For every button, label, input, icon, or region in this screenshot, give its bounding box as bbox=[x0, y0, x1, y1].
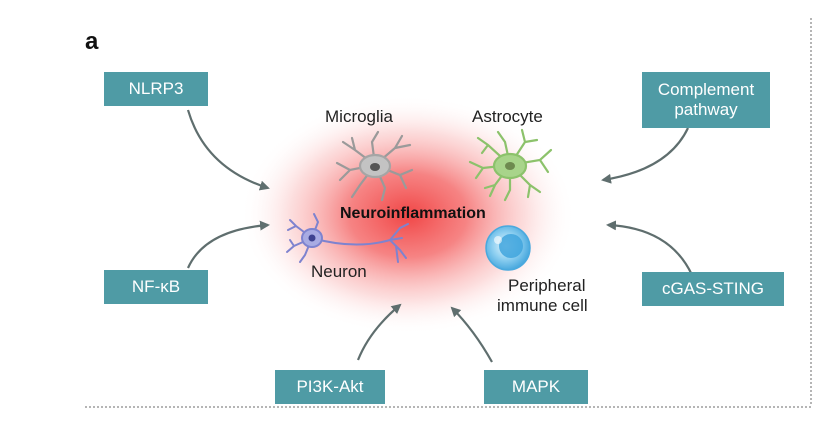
mapk-label: MAPK bbox=[511, 377, 561, 396]
pi3k-akt-label: PI3K-Akt bbox=[296, 377, 364, 396]
nlrp3-label: NLRP3 bbox=[128, 79, 184, 98]
pathway-arrows bbox=[186, 109, 693, 363]
immune-cell-icon bbox=[485, 225, 531, 271]
cgas-sting-label: cGAS-STING bbox=[661, 279, 764, 298]
mapk-arrow bbox=[450, 306, 493, 363]
panel-border-right bbox=[810, 18, 812, 404]
neuron-label: Neuron bbox=[311, 262, 367, 281]
nfkb-box: NF-κB bbox=[104, 270, 208, 304]
pi3k-akt-box: PI3K-Akt bbox=[275, 370, 385, 404]
panel-label: a bbox=[85, 28, 99, 55]
microglia-icon bbox=[335, 130, 414, 202]
peripheral-label-line1: Peripheral bbox=[508, 276, 586, 295]
complement-label-line2: pathway bbox=[674, 100, 738, 119]
mapk-box: MAPK bbox=[484, 370, 588, 404]
nfkb-label: NF-κB bbox=[131, 277, 181, 296]
complement-label-line1: Complement bbox=[657, 80, 755, 99]
peripheral-label-line2: immune cell bbox=[497, 296, 588, 315]
complement-box: Complement pathway bbox=[642, 72, 770, 128]
cgas-sting-arrow bbox=[606, 220, 693, 276]
nfkb-arrow bbox=[186, 220, 270, 269]
nlrp3-box: NLRP3 bbox=[104, 72, 208, 106]
neuron-icon bbox=[286, 213, 409, 263]
microglia-label: Microglia bbox=[325, 107, 394, 126]
cgas-sting-box: cGAS-STING bbox=[642, 272, 784, 306]
center-title: Neuroinflammation bbox=[340, 205, 486, 222]
panel-border-bottom bbox=[85, 406, 811, 408]
nlrp3-arrow bbox=[186, 109, 270, 191]
complement-arrow bbox=[601, 127, 689, 184]
astrocyte-label: Astrocyte bbox=[472, 107, 543, 126]
astrocyte-icon bbox=[468, 128, 553, 202]
neuroinflammation-glow bbox=[240, 95, 576, 335]
pi3k-akt-arrow bbox=[356, 303, 402, 361]
